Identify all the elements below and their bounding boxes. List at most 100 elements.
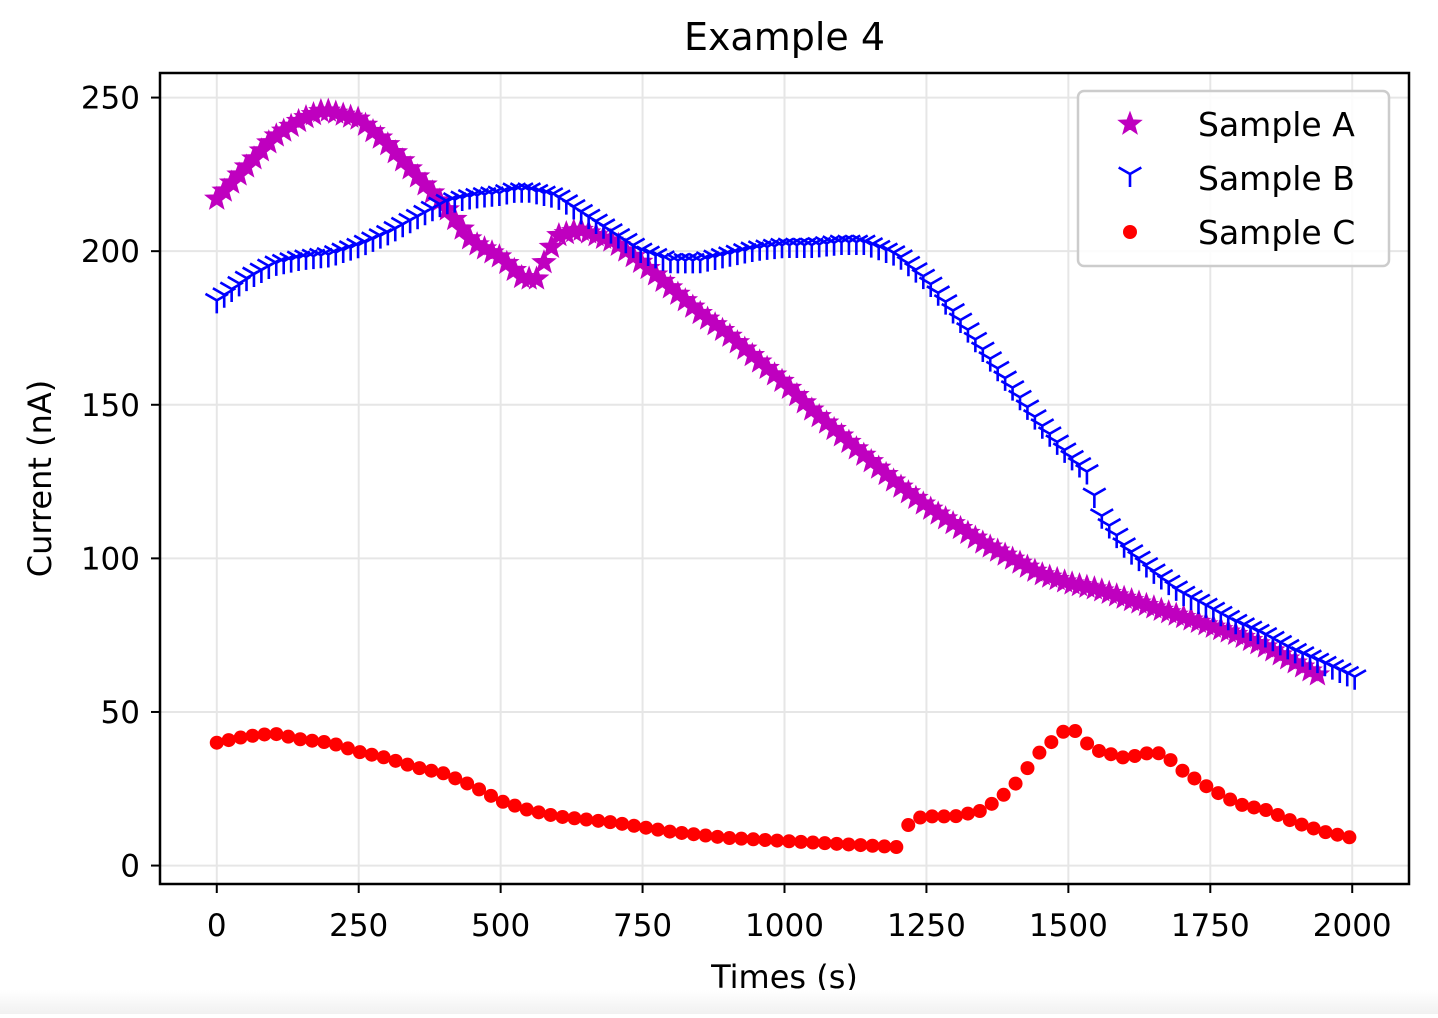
tri-down-marker bbox=[784, 237, 809, 259]
circle-marker bbox=[913, 810, 928, 825]
circle-marker bbox=[603, 815, 618, 830]
circle-marker bbox=[1068, 724, 1083, 739]
circle-marker bbox=[328, 737, 343, 752]
circle-marker bbox=[901, 818, 916, 833]
circle-marker bbox=[567, 811, 582, 826]
circle-marker bbox=[805, 835, 820, 850]
series-layer bbox=[204, 97, 1367, 855]
circle-marker bbox=[1318, 825, 1333, 840]
circle-marker bbox=[686, 827, 701, 842]
circle-marker bbox=[352, 745, 367, 760]
circle-marker bbox=[531, 805, 546, 820]
legend-label: Sample A bbox=[1198, 105, 1355, 144]
circle-marker bbox=[925, 809, 940, 824]
legend-circle-icon bbox=[1123, 225, 1137, 239]
circle-marker bbox=[460, 776, 475, 791]
circle-marker bbox=[615, 816, 630, 831]
tri-down-marker bbox=[1045, 434, 1070, 455]
legend-box bbox=[1076, 89, 1391, 268]
circle-marker bbox=[388, 753, 403, 768]
circle-marker bbox=[1020, 761, 1035, 776]
circle-marker bbox=[519, 802, 534, 817]
legend-tri-down-icon bbox=[1118, 166, 1142, 187]
legend-label: Sample C bbox=[1198, 213, 1355, 252]
circle-marker bbox=[746, 832, 761, 847]
tri-down-marker bbox=[770, 237, 794, 259]
circle-marker bbox=[340, 741, 355, 756]
circle-marker bbox=[996, 787, 1011, 802]
circle-marker bbox=[1008, 776, 1023, 791]
circle-marker bbox=[1032, 745, 1047, 760]
y-tick-label: 150 bbox=[81, 388, 140, 424]
circle-marker bbox=[1127, 748, 1142, 763]
circle-marker bbox=[317, 735, 332, 750]
circle-marker bbox=[245, 728, 260, 743]
circle-marker bbox=[853, 838, 868, 853]
tri-down-marker bbox=[933, 294, 958, 315]
tri-down-marker bbox=[673, 252, 698, 274]
circle-marker bbox=[960, 806, 975, 821]
circle-marker bbox=[1270, 807, 1285, 822]
star-marker bbox=[442, 205, 468, 231]
circle-marker bbox=[507, 798, 522, 813]
x-tick-label: 1500 bbox=[1029, 908, 1108, 944]
circle-marker bbox=[865, 838, 880, 853]
tri-down-marker bbox=[1030, 418, 1055, 439]
star-marker bbox=[538, 233, 565, 258]
circle-marker bbox=[638, 820, 653, 835]
circle-marker bbox=[650, 822, 665, 837]
circle-marker bbox=[1330, 827, 1345, 842]
circle-marker bbox=[1044, 735, 1059, 750]
x-tick-label: 0 bbox=[207, 908, 227, 944]
tri-down-marker bbox=[1037, 426, 1062, 447]
tri-down-marker bbox=[836, 234, 861, 255]
circle-marker bbox=[1282, 813, 1297, 828]
tri-down-marker bbox=[1082, 487, 1107, 509]
tri-down-marker bbox=[829, 234, 854, 255]
circle-marker bbox=[257, 727, 272, 742]
circle-marker bbox=[1247, 800, 1262, 815]
circle-marker bbox=[662, 824, 677, 839]
circle-marker bbox=[1294, 817, 1309, 832]
star-marker bbox=[523, 265, 550, 290]
circle-marker bbox=[627, 818, 642, 833]
x-tick-label: 250 bbox=[329, 908, 388, 944]
x-tick-label: 750 bbox=[613, 908, 672, 944]
y-axis-label: Current (nA) bbox=[21, 380, 59, 578]
circle-marker bbox=[269, 727, 284, 742]
chart-title: Example 4 bbox=[684, 15, 885, 59]
circle-marker bbox=[1115, 750, 1130, 765]
circle-marker bbox=[364, 747, 379, 762]
circle-marker bbox=[793, 834, 808, 849]
star-marker bbox=[531, 249, 557, 274]
circle-marker bbox=[1092, 743, 1107, 758]
circle-marker bbox=[1223, 792, 1238, 807]
circle-marker bbox=[281, 729, 296, 744]
circle-marker bbox=[972, 804, 987, 819]
y-tick-label: 200 bbox=[81, 234, 140, 270]
circle-marker bbox=[877, 839, 892, 854]
x-tick-label: 1250 bbox=[887, 908, 966, 944]
circle-marker bbox=[448, 771, 463, 786]
circle-marker bbox=[305, 733, 320, 748]
circle-marker bbox=[948, 809, 963, 824]
circle-marker bbox=[209, 735, 224, 750]
circle-marker bbox=[841, 837, 856, 852]
circle-marker bbox=[710, 829, 725, 844]
circle-marker bbox=[817, 836, 832, 851]
circle-marker bbox=[770, 833, 785, 848]
x-tick-label: 500 bbox=[471, 908, 530, 944]
tri-down-marker bbox=[1342, 669, 1367, 690]
tri-down-marker bbox=[918, 276, 943, 297]
circle-marker bbox=[674, 825, 689, 840]
x-tick-label: 1000 bbox=[745, 908, 824, 944]
circle-marker bbox=[1306, 821, 1321, 836]
tri-down-marker bbox=[665, 252, 690, 274]
tri-down-marker bbox=[792, 237, 817, 259]
circle-marker bbox=[1211, 786, 1226, 801]
circle-marker bbox=[1103, 747, 1118, 762]
circle-marker bbox=[1163, 753, 1178, 768]
circle-marker bbox=[591, 813, 606, 828]
